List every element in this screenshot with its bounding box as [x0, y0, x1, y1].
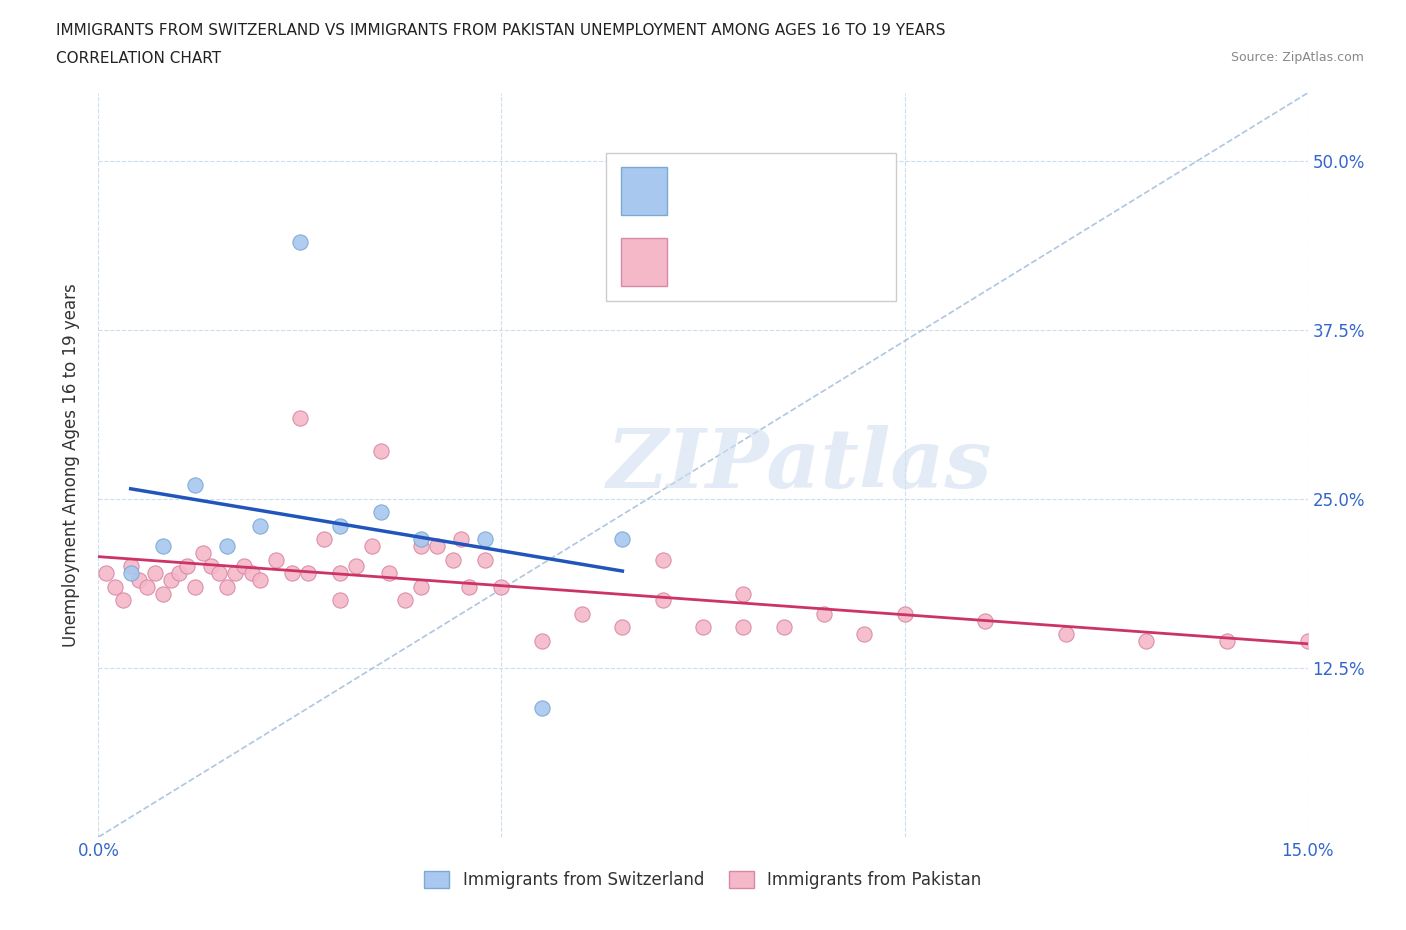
- Point: [135, 579, 157, 594]
- Point: [249, 518, 271, 533]
- Point: [111, 592, 134, 607]
- Text: R =: R =: [689, 167, 727, 185]
- Point: [377, 565, 399, 580]
- Point: [329, 592, 352, 607]
- Text: N =: N =: [785, 239, 837, 257]
- Text: 57: 57: [830, 239, 855, 257]
- Point: [120, 559, 142, 574]
- Text: R =: R =: [689, 239, 727, 257]
- Point: [441, 552, 464, 567]
- Point: [314, 532, 336, 547]
- Point: [409, 538, 432, 553]
- Point: [370, 444, 392, 458]
- Point: [733, 620, 755, 635]
- Point: [409, 579, 432, 594]
- Point: [474, 532, 496, 547]
- Point: [612, 532, 634, 547]
- FancyBboxPatch shape: [606, 153, 897, 301]
- Point: [103, 579, 125, 594]
- Point: [458, 579, 481, 594]
- FancyBboxPatch shape: [621, 166, 666, 215]
- Point: [361, 538, 384, 553]
- Point: [1296, 633, 1319, 648]
- Point: [288, 410, 311, 425]
- Point: [813, 606, 835, 621]
- Point: [394, 592, 416, 607]
- Text: IMMIGRANTS FROM SWITZERLAND VS IMMIGRANTS FROM PAKISTAN UNEMPLOYMENT AMONG AGES : IMMIGRANTS FROM SWITZERLAND VS IMMIGRANT…: [56, 23, 946, 38]
- Point: [651, 592, 673, 607]
- Point: [224, 565, 246, 580]
- Point: [152, 538, 174, 553]
- Text: CORRELATION CHART: CORRELATION CHART: [56, 51, 221, 66]
- Point: [450, 532, 472, 547]
- Text: 12: 12: [830, 167, 855, 185]
- Point: [176, 559, 198, 574]
- Legend: Immigrants from Switzerland, Immigrants from Pakistan: Immigrants from Switzerland, Immigrants …: [418, 864, 988, 896]
- Point: [853, 627, 876, 642]
- Point: [1216, 633, 1239, 648]
- Point: [893, 606, 915, 621]
- Point: [200, 559, 222, 574]
- Point: [184, 579, 207, 594]
- Point: [612, 620, 634, 635]
- Point: [344, 559, 367, 574]
- Text: -0.191: -0.191: [724, 239, 789, 257]
- Point: [128, 573, 150, 588]
- Point: [692, 620, 714, 635]
- Point: [329, 518, 352, 533]
- Point: [240, 565, 263, 580]
- Text: Source: ZipAtlas.com: Source: ZipAtlas.com: [1230, 51, 1364, 64]
- Point: [152, 586, 174, 601]
- Point: [733, 586, 755, 601]
- Point: [974, 613, 997, 628]
- Point: [474, 552, 496, 567]
- Point: [281, 565, 304, 580]
- Point: [571, 606, 593, 621]
- Point: [217, 579, 239, 594]
- Point: [232, 559, 254, 574]
- Point: [288, 234, 311, 249]
- FancyBboxPatch shape: [621, 238, 666, 286]
- Point: [1135, 633, 1157, 648]
- Y-axis label: Unemployment Among Ages 16 to 19 years: Unemployment Among Ages 16 to 19 years: [62, 283, 80, 647]
- Point: [96, 565, 118, 580]
- Point: [1054, 627, 1077, 642]
- Point: [370, 505, 392, 520]
- Point: [193, 546, 215, 561]
- Point: [409, 532, 432, 547]
- Point: [264, 552, 287, 567]
- Text: N =: N =: [785, 167, 837, 185]
- Point: [120, 565, 142, 580]
- Point: [426, 538, 449, 553]
- Point: [208, 565, 231, 580]
- Text: 0.560: 0.560: [724, 167, 782, 185]
- Point: [184, 478, 207, 493]
- Point: [297, 565, 319, 580]
- Point: [143, 565, 166, 580]
- Point: [491, 579, 513, 594]
- Point: [530, 633, 553, 648]
- Point: [329, 565, 352, 580]
- Point: [167, 565, 190, 580]
- Text: ZIPatlas: ZIPatlas: [607, 425, 993, 505]
- Point: [160, 573, 183, 588]
- Point: [651, 552, 673, 567]
- Point: [217, 538, 239, 553]
- Point: [249, 573, 271, 588]
- Point: [530, 701, 553, 716]
- Point: [772, 620, 794, 635]
